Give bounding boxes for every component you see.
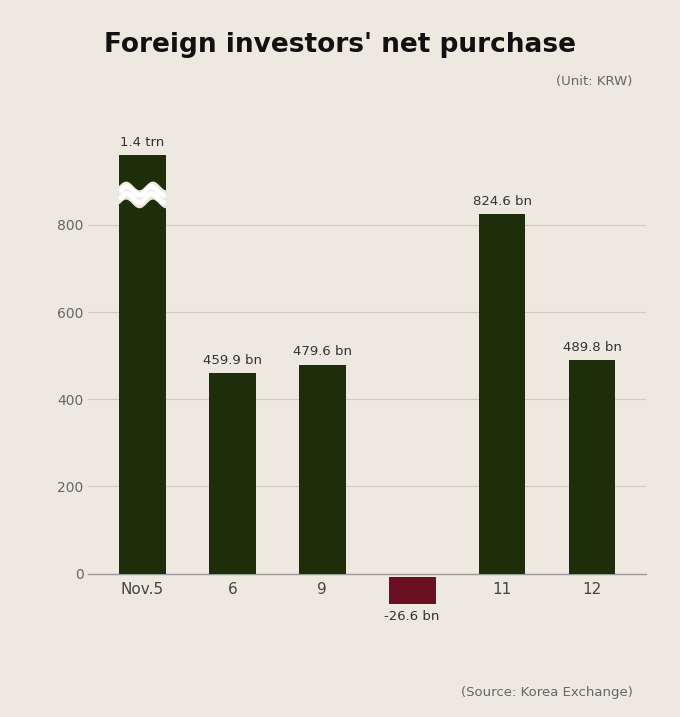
Text: 459.9 bn: 459.9 bn	[203, 353, 262, 366]
Bar	[479, 214, 526, 574]
Text: 1.4 trn: 1.4 trn	[120, 136, 165, 148]
Text: (Unit: KRW): (Unit: KRW)	[556, 75, 632, 88]
Text: (Source: Korea Exchange): (Source: Korea Exchange)	[460, 686, 632, 699]
Bar	[119, 155, 166, 574]
Bar	[568, 360, 615, 574]
Text: 479.6 bn: 479.6 bn	[292, 345, 352, 358]
Bar	[209, 373, 256, 574]
Text: -26.6 bn: -26.6 bn	[384, 610, 440, 623]
Text: 489.8 bn: 489.8 bn	[562, 341, 622, 353]
Bar	[299, 364, 345, 574]
Text: 824.6 bn: 824.6 bn	[473, 195, 532, 208]
Text: Foreign investors' net purchase: Foreign investors' net purchase	[104, 32, 576, 58]
